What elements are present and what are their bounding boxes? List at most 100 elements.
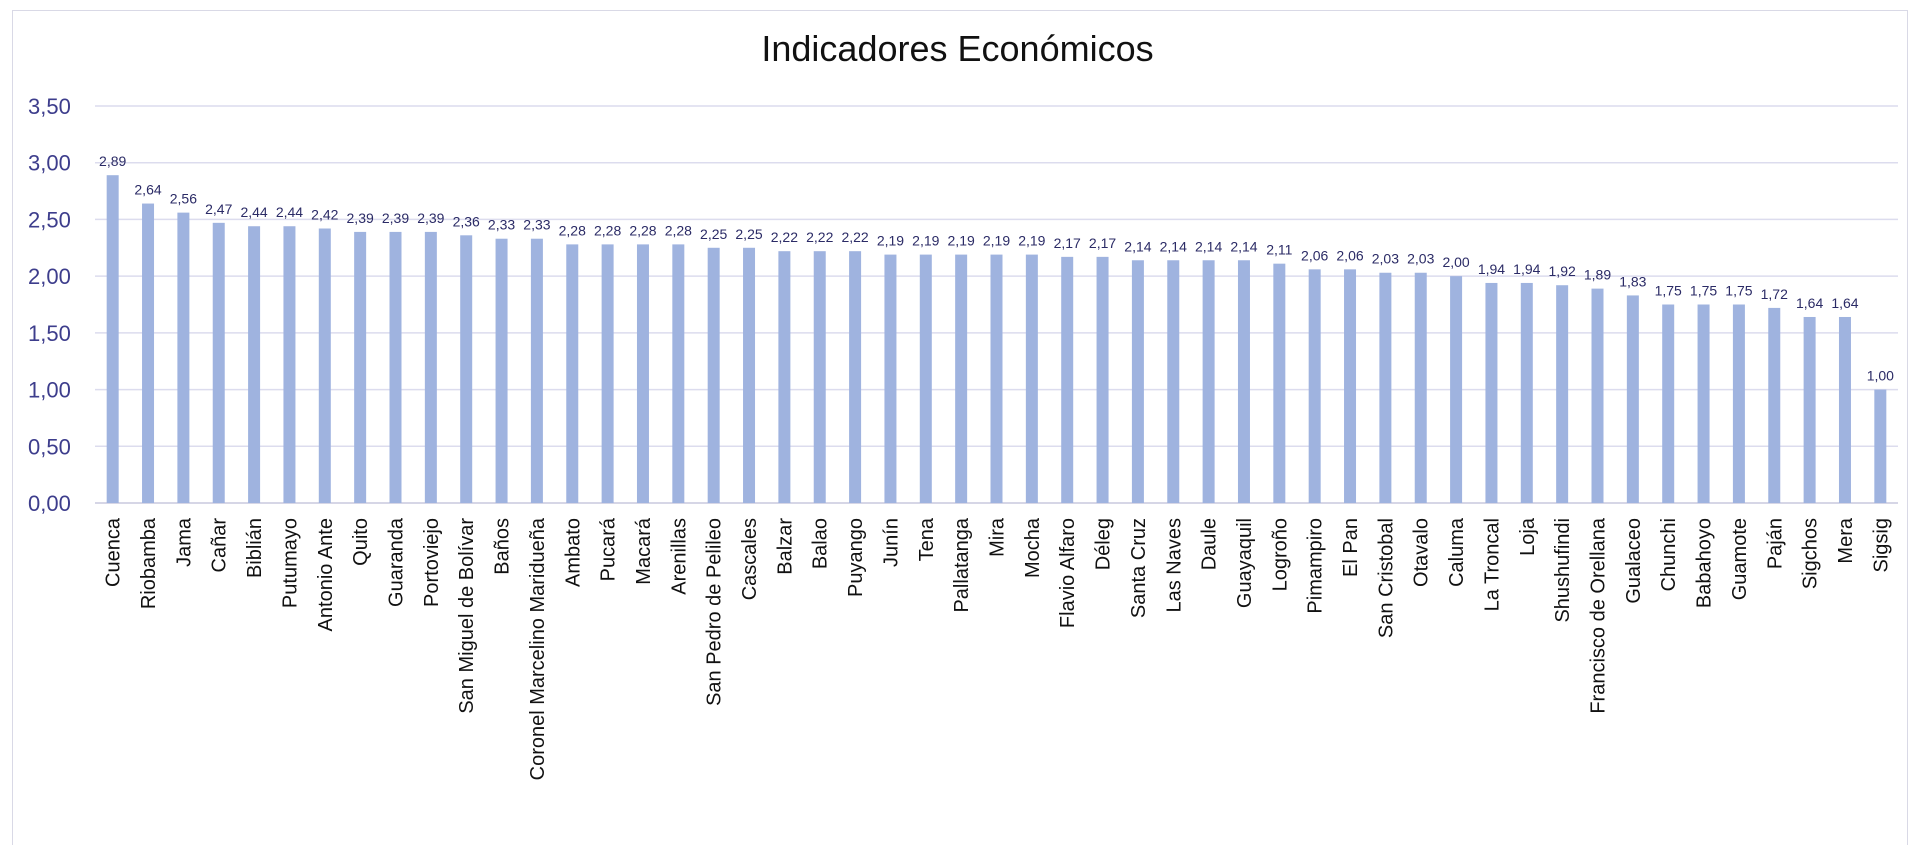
x-tick-label: Pucará [598,517,620,581]
bar [1344,269,1357,503]
x-tick-label: Daule [1199,518,1221,570]
bar [1308,269,1321,503]
data-label: 1,72 [1761,286,1788,302]
bar [212,222,225,503]
x-tick-label: Quito [350,518,372,566]
x-tick-label: Chunchi [1658,518,1680,591]
data-label: 2,00 [1442,254,1469,270]
bar [884,254,897,503]
x-tick-label: Biblián [244,518,266,578]
bar [919,254,932,503]
data-label: 2,39 [382,210,409,226]
bar [354,231,367,504]
x-tick-label: Guamote [1729,518,1751,600]
data-label: 2,39 [347,210,374,226]
bar [1874,389,1887,503]
x-tick-label: La Troncal [1481,518,1503,611]
data-label: 2,22 [841,229,868,245]
x-tick-label: Gualaceo [1623,518,1645,604]
data-label: 1,83 [1619,273,1646,289]
bar [813,251,826,503]
bar [1768,307,1781,503]
data-label: 1,64 [1796,295,1823,311]
x-tick-label: Balao [810,518,832,569]
x-tick-label: Balzar [774,518,796,575]
bar [530,238,543,503]
data-label: 2,17 [1089,235,1116,251]
data-label: 2,89 [99,153,126,169]
x-tick-label: Antonio Ante [315,518,337,631]
data-label: 2,19 [1018,233,1045,249]
bar [1626,295,1639,503]
data-label: 1,75 [1725,283,1752,299]
bar [1803,316,1816,503]
x-tick-label: Guayaquil [1234,518,1256,608]
bar [495,238,508,503]
x-tick-label: San Cristobal [1375,518,1397,638]
data-label: 2,17 [1054,235,1081,251]
bar [1237,260,1250,503]
y-tick-label: 1,00 [28,378,71,403]
bar [1591,288,1604,503]
y-tick-label: 2,00 [28,264,71,289]
x-tick-label: Loja [1517,517,1539,556]
data-label: 2,28 [629,222,656,238]
data-label: 2,22 [806,229,833,245]
data-label: 2,33 [523,217,550,233]
data-label: 2,25 [700,226,727,242]
x-tick-label: Macará [633,517,655,585]
data-label: 1,75 [1655,283,1682,299]
y-tick-label: 2,50 [28,207,71,232]
x-tick-label: Shushufindi [1552,518,1574,623]
x-tick-label: Caluma [1446,517,1468,587]
bar [1202,260,1215,503]
bar [1556,285,1569,503]
chart-title: Indicadores Económicos [761,28,1154,69]
data-label: 2,28 [559,222,586,238]
x-tick-label: Pimampiro [1305,518,1327,614]
data-label: 2,36 [453,213,480,229]
bar [636,244,649,503]
data-label: 2,28 [594,222,621,238]
x-tick-label: Flavio Alfaro [1057,518,1079,628]
bar [1379,272,1392,503]
data-label: 2,64 [134,182,161,198]
x-tick-label: Baños [492,518,514,575]
x-tick-label: Las Naves [1163,518,1185,613]
x-tick-label: Otavalo [1411,518,1433,587]
x-tick-label: Sigsig [1870,518,1892,572]
data-label: 2,14 [1124,238,1151,254]
y-tick-label: 1,50 [28,321,71,346]
x-tick-label: Francisco de Orellana [1588,517,1610,714]
x-tick-label: San Pedro de Pelileo [704,518,726,706]
x-tick-label: Sigchos [1800,518,1822,589]
x-tick-label: El Pan [1340,518,1362,577]
bar [1273,263,1286,503]
bar [1662,304,1675,503]
x-tick-label: Mocha [1022,517,1044,578]
x-tick-label: Puyango [845,518,867,597]
data-label: 2,47 [205,201,232,217]
y-tick-label: 3,50 [28,94,71,119]
data-label: 2,19 [983,233,1010,249]
bar [1838,316,1851,503]
x-tick-label: Tena [916,517,938,561]
x-tick-label: Pallatanga [951,517,973,612]
data-label: 2,56 [170,191,197,207]
x-tick-label: Arenillas [668,518,690,595]
bar [460,235,473,503]
x-tick-label: Cañar [209,518,231,573]
x-tick-label: Portoviejo [421,518,443,607]
bar [1096,256,1109,503]
x-tick-label: Putumayo [279,518,301,608]
data-label: 2,14 [1230,238,1257,254]
bar [389,231,402,504]
data-label: 2,19 [912,233,939,249]
bar [672,244,685,503]
bar [1414,272,1427,503]
x-tick-label: Riobamba [138,517,160,609]
x-tick-label: San Miguel de Bolívar [456,518,478,714]
x-tick-label: Jama [173,517,195,567]
bar [142,203,155,503]
